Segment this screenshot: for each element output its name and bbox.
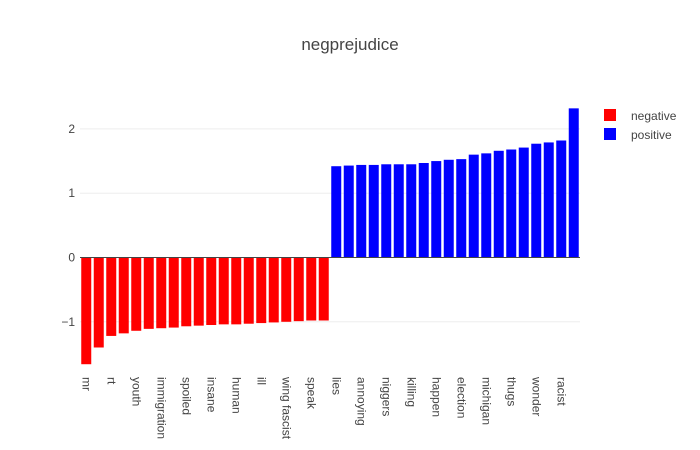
chart-title: negprejudice	[301, 35, 398, 54]
x-tick-label: rt	[104, 377, 118, 385]
negative-bar[interactable]	[306, 257, 317, 321]
positive-bar[interactable]	[418, 163, 429, 258]
x-tick-label: insane	[204, 377, 218, 413]
x-tick-label: youth	[129, 377, 143, 406]
y-tick-label: 1	[68, 186, 75, 200]
negative-bar[interactable]	[93, 257, 104, 348]
x-tick-label: lies	[329, 377, 343, 395]
x-tick-label: spoiled	[179, 377, 193, 415]
bars	[81, 108, 579, 365]
positive-bar[interactable]	[493, 150, 504, 258]
positive-bar[interactable]	[531, 143, 542, 258]
x-tick-label: election	[454, 377, 468, 418]
negative-bar[interactable]	[256, 257, 267, 324]
positive-bar[interactable]	[343, 165, 354, 258]
negative-bar[interactable]	[293, 257, 304, 322]
x-tick-label: speak	[304, 377, 318, 410]
positive-bar[interactable]	[431, 161, 442, 258]
x-tick-label: thugs	[504, 377, 518, 406]
negative-bar[interactable]	[81, 257, 92, 365]
positive-bar[interactable]	[506, 149, 517, 258]
gridlines	[80, 128, 580, 323]
positive-bar[interactable]	[568, 108, 579, 258]
x-tick-label: immigration	[154, 377, 168, 439]
negative-bar[interactable]	[206, 257, 217, 326]
negative-bar[interactable]	[168, 257, 179, 328]
negative-bar[interactable]	[143, 257, 154, 329]
negative-bar[interactable]	[181, 257, 192, 327]
x-tick-label: ill	[254, 377, 268, 385]
positive-bar[interactable]	[356, 164, 367, 258]
x-tick-label: wing fascist	[279, 376, 293, 440]
x-tick-label: niggers	[379, 377, 393, 416]
y-tick-label: −1	[61, 315, 75, 329]
y-tick-label: 0	[68, 251, 75, 265]
negative-bar[interactable]	[243, 257, 254, 324]
x-tick-label: annoying	[354, 377, 368, 426]
legend[interactable]: negative positive	[604, 109, 677, 142]
legend-label-negative[interactable]: negative	[631, 109, 677, 123]
positive-bar[interactable]	[481, 153, 492, 258]
negative-bar[interactable]	[268, 257, 279, 323]
positive-bar[interactable]	[556, 140, 567, 258]
positive-bar[interactable]	[381, 164, 392, 258]
y-tick-label: 2	[68, 122, 75, 136]
positive-bar[interactable]	[406, 164, 417, 258]
legend-swatch-positive[interactable]	[604, 128, 616, 140]
y-axis: −1 0 1 2	[61, 122, 75, 329]
positive-bar[interactable]	[368, 164, 379, 258]
x-tick-label: happen	[429, 377, 443, 417]
positive-bar[interactable]	[518, 147, 529, 258]
negative-bar[interactable]	[106, 257, 117, 336]
x-tick-label: michigan	[479, 377, 493, 425]
negative-bar[interactable]	[193, 257, 204, 326]
x-tick-label: killing	[404, 377, 418, 407]
x-tick-label: wonder	[529, 376, 543, 416]
negative-bar[interactable]	[118, 257, 129, 334]
positive-bar[interactable]	[456, 159, 467, 258]
x-tick-label: racist	[554, 377, 568, 406]
negative-bar[interactable]	[218, 257, 229, 325]
positive-bar[interactable]	[393, 164, 404, 258]
negative-bar[interactable]	[281, 257, 292, 322]
legend-swatch-negative[interactable]	[604, 109, 616, 121]
negative-bar[interactable]	[318, 257, 329, 321]
negative-bar[interactable]	[231, 257, 242, 325]
x-tick-label: mr	[79, 377, 93, 391]
negative-bar[interactable]	[131, 257, 142, 331]
negative-bar[interactable]	[156, 257, 167, 329]
legend-label-positive[interactable]: positive	[631, 128, 672, 142]
positive-bar[interactable]	[331, 166, 342, 258]
x-tick-label: human	[229, 377, 243, 414]
x-axis: mr rt youth immigration spoiled insane human il…	[79, 376, 568, 440]
positive-bar[interactable]	[468, 154, 479, 258]
positive-bar[interactable]	[543, 142, 554, 258]
positive-bar[interactable]	[443, 159, 454, 258]
